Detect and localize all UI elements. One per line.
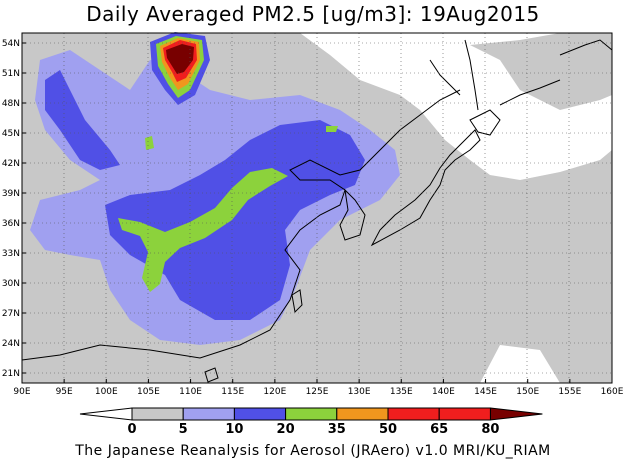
lat-tick-label: 48N — [2, 99, 20, 109]
lon-tick-label: 125E — [306, 387, 329, 397]
colorbar-label: 80 — [481, 422, 499, 437]
coastline-kamchatka — [559, 39, 613, 56]
coastline-kuril — [499, 79, 561, 106]
lon-tick-label: 100E — [95, 387, 118, 397]
colorbar-label: 0 — [127, 422, 136, 437]
lon-tick-label: 95E — [56, 387, 73, 397]
colorbar-arrow-high — [489, 407, 543, 421]
colorbar-arrow-low — [79, 407, 133, 421]
lat-tick-label: 54N — [2, 39, 20, 49]
colorbar-segment — [438, 407, 491, 421]
colorbar-label: 5 — [179, 422, 188, 437]
colorbar-segment — [131, 407, 184, 421]
field-35-50-small-a — [145, 136, 154, 150]
longitude-ticks: 90E 95E 100E 105E 110E 115E 120E 125E 130E 135E 14… — [13, 379, 624, 397]
field-35-50-small-b — [326, 126, 338, 132]
lon-tick-label: 130E — [348, 387, 371, 397]
lat-tick-label: 42N — [2, 159, 20, 169]
lat-tick-label: 30N — [2, 279, 20, 289]
colorbar: 0 5 10 20 35 50 65 80 — [79, 407, 543, 437]
footer-credit: The Japanese Reanalysis for Aerosol (JRA… — [75, 443, 551, 459]
colorbar-label: 20 — [277, 422, 295, 437]
colorbar-segment — [182, 407, 235, 421]
coastline-taiwan — [291, 289, 303, 314]
lat-tick-label: 36N — [2, 219, 20, 229]
colorbar-label: 50 — [379, 422, 397, 437]
latitude-ticks: 54N 51N 48N 45N 42N 39N 36N 33N 30N 27N 24N 21N — [2, 39, 26, 379]
lat-tick-label: 45N — [2, 129, 20, 139]
lat-tick-label: 33N — [2, 249, 20, 259]
lon-tick-label: 140E — [432, 387, 455, 397]
pm25-fields — [22, 32, 612, 383]
field-20-35-north — [45, 70, 120, 170]
colorbar-label: 35 — [328, 422, 346, 437]
coastlines — [21, 39, 613, 383]
colorbar-segment — [336, 407, 389, 421]
lat-tick-label: 21N — [2, 369, 20, 379]
lon-tick-label: 135E — [390, 387, 413, 397]
lon-tick-label: 160E — [601, 387, 624, 397]
hotspot-dark — [166, 44, 194, 74]
lon-tick-label: 120E — [263, 387, 286, 397]
lon-tick-label: 145E — [474, 387, 497, 397]
lon-tick-label: 110E — [179, 387, 202, 397]
lat-tick-label: 39N — [2, 189, 20, 199]
coastline-hainan — [204, 367, 219, 383]
colorbar-segment — [387, 407, 440, 421]
field-35-50 — [118, 168, 288, 292]
lon-tick-label: 155E — [558, 387, 581, 397]
colorbar-segment — [285, 407, 338, 421]
lat-tick-label: 27N — [2, 309, 20, 319]
coastline-china — [21, 89, 461, 361]
lon-tick-label: 115E — [221, 387, 244, 397]
coastline-korea — [339, 188, 366, 241]
colorbar-label: 10 — [225, 422, 243, 437]
coastline-hokkaido — [469, 109, 501, 136]
lon-tick-label: 150E — [516, 387, 539, 397]
lon-tick-label: 105E — [137, 387, 160, 397]
coastline-japan — [370, 129, 481, 247]
lon-tick-label: 90E — [13, 387, 30, 397]
colorbar-segment — [233, 407, 287, 421]
map-title: Daily Averaged PM2.5 [ug/m3]: 19Aug2015 — [86, 2, 540, 26]
lat-tick-label: 51N — [2, 69, 20, 79]
coastline-russia-east — [429, 59, 461, 96]
coastline-sakhalin — [464, 39, 479, 111]
colorbar-label: 65 — [430, 422, 448, 437]
lat-tick-label: 24N — [2, 339, 20, 349]
field-20-35 — [105, 120, 365, 320]
